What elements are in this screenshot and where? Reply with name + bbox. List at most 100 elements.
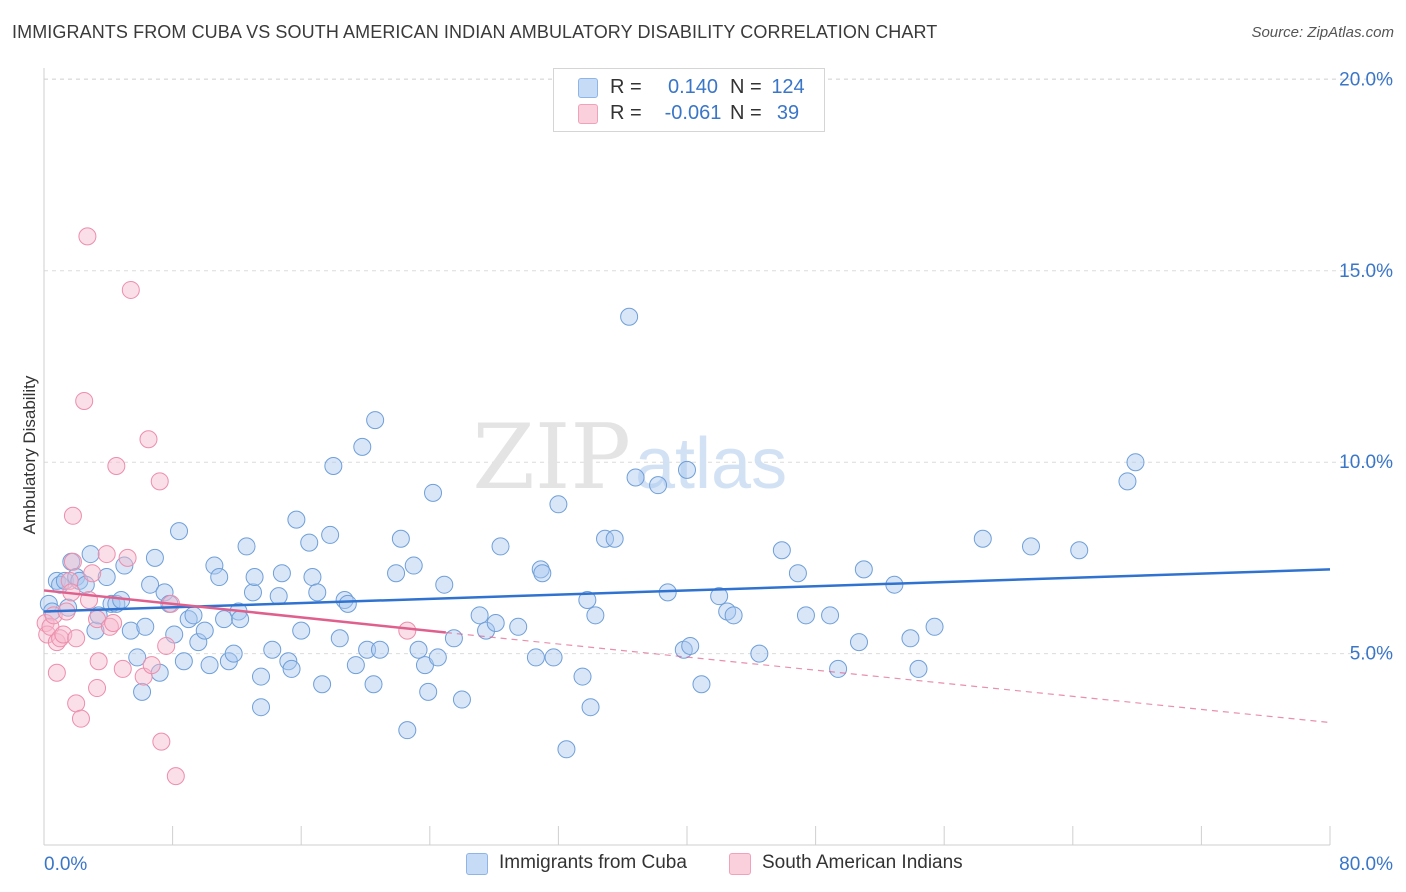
- source-label: Source: ZipAtlas.com: [1251, 24, 1394, 41]
- data-point: [829, 659, 848, 678]
- data-point: [252, 698, 271, 717]
- chart-title: IMMIGRANTS FROM CUBA VS SOUTH AMERICAN I…: [12, 22, 938, 42]
- y-tick-label: 15.0%: [1339, 261, 1393, 282]
- data-point: [67, 629, 86, 648]
- data-point: [75, 391, 94, 410]
- y-tick-label: 5.0%: [1350, 644, 1393, 665]
- data-point: [118, 548, 137, 567]
- y-axis-label: Ambulatory Disability: [20, 375, 39, 534]
- legend-r-label: R =: [610, 76, 642, 98]
- data-point: [605, 529, 624, 548]
- data-point: [470, 606, 489, 625]
- data-point: [152, 732, 171, 751]
- x-tick-label-min: 0.0%: [44, 854, 87, 875]
- data-point: [55, 571, 74, 590]
- data-point: [47, 663, 66, 682]
- data-point: [509, 617, 528, 636]
- data-point: [724, 606, 743, 625]
- bottom-legend-label-sai: South American Indians: [762, 852, 963, 873]
- x-tick-labels: 0.0% 80.0%: [44, 854, 1393, 875]
- data-point: [901, 629, 920, 648]
- data-point: [854, 560, 873, 579]
- data-point: [821, 606, 840, 625]
- data-point: [184, 606, 203, 625]
- data-point: [231, 610, 250, 629]
- data-point: [398, 721, 417, 740]
- data-point: [649, 476, 668, 495]
- data-point: [620, 307, 639, 326]
- data-point: [97, 568, 116, 587]
- legend-n-label: N =: [730, 76, 762, 98]
- data-point: [269, 587, 288, 606]
- y-tick-label: 20.0%: [1339, 69, 1393, 90]
- data-point: [626, 468, 645, 487]
- data-point: [549, 495, 568, 514]
- watermark-zip: ZIP: [472, 405, 631, 510]
- data-point: [97, 545, 116, 564]
- data-point: [86, 621, 105, 640]
- data-point: [195, 621, 214, 640]
- data-point: [586, 606, 605, 625]
- data-point: [358, 640, 377, 659]
- y-tick-labels: 5.0% 10.0% 15.0% 20.0%: [1339, 69, 1393, 664]
- legend-n-label: N =: [730, 102, 762, 124]
- data-point: [678, 460, 696, 479]
- data-point: [63, 552, 82, 571]
- data-point: [346, 656, 365, 675]
- data-point: [486, 613, 505, 632]
- data-point: [237, 537, 256, 556]
- data-point: [850, 633, 869, 652]
- data-point: [596, 529, 615, 548]
- data-point: [133, 682, 152, 701]
- data-point: [155, 583, 174, 602]
- data-point: [303, 568, 322, 587]
- series-cuba-points: [39, 307, 1145, 759]
- legend-r-value: -0.061: [664, 102, 722, 124]
- data-point: [252, 667, 271, 686]
- data-point: [243, 583, 262, 602]
- data-point: [150, 472, 169, 491]
- data-point: [189, 633, 208, 652]
- data-point: [224, 644, 243, 663]
- data-point: [157, 636, 176, 655]
- data-point: [353, 437, 372, 456]
- data-point: [710, 587, 729, 606]
- data-point: [750, 644, 769, 663]
- data-point: [544, 648, 563, 667]
- data-point: [205, 556, 224, 575]
- data-point: [772, 541, 791, 560]
- data-point: [81, 545, 100, 564]
- data-point: [308, 583, 327, 602]
- trend-line-cuba: [43, 568, 1331, 613]
- data-point: [573, 667, 592, 686]
- data-point: [166, 767, 185, 786]
- data-point: [282, 659, 301, 678]
- data-point: [113, 659, 132, 678]
- data-point: [128, 648, 147, 667]
- data-point: [67, 694, 86, 713]
- data-point: [174, 652, 193, 671]
- data-point: [973, 529, 992, 548]
- data-point: [491, 537, 510, 556]
- data-point: [581, 698, 600, 717]
- data-point: [398, 621, 417, 640]
- data-point: [428, 648, 447, 667]
- data-point: [1126, 453, 1145, 472]
- data-point: [796, 606, 815, 625]
- data-point: [681, 636, 700, 655]
- data-point: [387, 564, 406, 583]
- data-point: [107, 457, 126, 476]
- data-point: [78, 227, 97, 246]
- data-point: [404, 556, 423, 575]
- data-point: [200, 656, 219, 675]
- data-point: [71, 709, 90, 728]
- data-point: [142, 656, 161, 675]
- data-point: [263, 640, 282, 659]
- data-point: [477, 621, 496, 640]
- legend-r-label: R =: [610, 102, 642, 124]
- data-point: [104, 613, 123, 632]
- data-point: [287, 510, 306, 529]
- data-point: [925, 617, 944, 636]
- data-point: [526, 648, 545, 667]
- data-point: [89, 652, 108, 671]
